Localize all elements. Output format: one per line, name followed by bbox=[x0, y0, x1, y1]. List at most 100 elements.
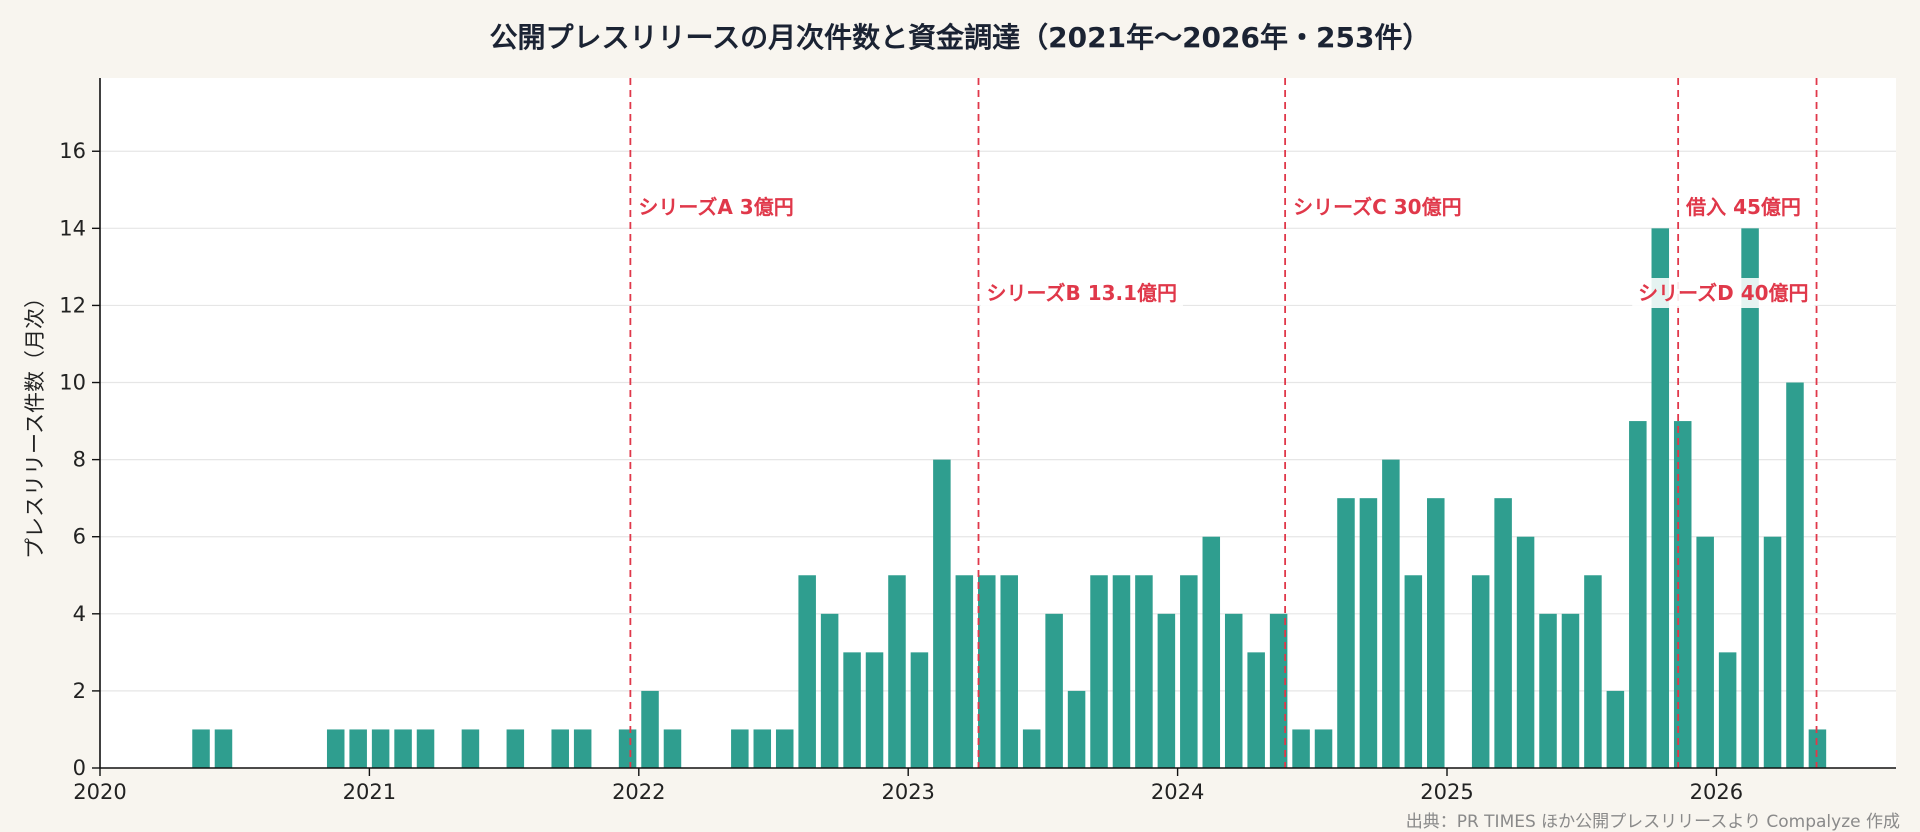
y-tick-label: 14 bbox=[59, 216, 86, 240]
funding-label-text: シリーズC 30億円 bbox=[1293, 195, 1461, 219]
bar bbox=[1539, 613, 1557, 768]
bar bbox=[1314, 729, 1333, 768]
bar bbox=[1067, 690, 1086, 768]
y-tick-label: 6 bbox=[73, 525, 86, 549]
bar bbox=[1718, 652, 1737, 768]
funding-label-text: 借入 45億円 bbox=[1685, 195, 1801, 219]
funding-label-background bbox=[1680, 192, 1807, 222]
bar bbox=[1202, 536, 1221, 768]
bar bbox=[820, 613, 839, 768]
funding-label-background bbox=[980, 278, 1184, 308]
bar bbox=[1337, 498, 1355, 768]
bar bbox=[573, 729, 592, 768]
y-axis-ticks: 0 2 4 6 8 10 12 14 16 bbox=[59, 139, 100, 780]
bar bbox=[1471, 575, 1490, 768]
bar bbox=[1584, 575, 1602, 768]
bar bbox=[641, 690, 659, 768]
funding-label-background bbox=[1632, 278, 1815, 308]
y-tick-label: 8 bbox=[73, 448, 86, 472]
source-note: 出典：PR TIMES ほか公開プレスリリースより Compalyze 作成 bbox=[1406, 812, 1900, 832]
bar bbox=[1135, 575, 1153, 768]
y-tick-label: 0 bbox=[73, 756, 86, 780]
x-axis-ticks: 2020 2021 2022 2023 2024 2025 2026 bbox=[73, 768, 1743, 804]
x-tick-label: 2026 bbox=[1690, 780, 1743, 804]
bar bbox=[1427, 498, 1445, 768]
x-tick-label: 2021 bbox=[343, 780, 396, 804]
bar bbox=[663, 729, 682, 768]
bar bbox=[978, 575, 996, 768]
bar bbox=[192, 729, 210, 768]
bar bbox=[1404, 575, 1423, 768]
bar bbox=[1247, 652, 1265, 768]
bar bbox=[551, 729, 569, 768]
bar bbox=[731, 729, 749, 768]
chart-title: 公開プレスリリースの月次件数と資金調達（2021年〜2026年・253件） bbox=[490, 21, 1431, 54]
bars bbox=[192, 228, 1827, 768]
bar bbox=[1606, 690, 1625, 768]
y-tick-label: 10 bbox=[59, 371, 86, 395]
funding-label-text: シリーズD 40億円 bbox=[1638, 281, 1808, 305]
funding-label-text: シリーズB 13.1億円 bbox=[987, 281, 1178, 305]
bar bbox=[1292, 729, 1310, 768]
bar bbox=[1696, 536, 1714, 768]
bar bbox=[1629, 421, 1647, 768]
y-tick-label: 12 bbox=[59, 293, 86, 317]
annotation-lines bbox=[629, 78, 1818, 768]
funding-label: シリーズB 13.1億円 bbox=[980, 278, 1184, 308]
bar bbox=[349, 729, 367, 768]
x-tick-label: 2022 bbox=[612, 780, 665, 804]
bar bbox=[888, 575, 906, 768]
bar bbox=[1382, 459, 1400, 768]
bar bbox=[1673, 421, 1692, 768]
y-tick-label: 16 bbox=[59, 139, 86, 163]
bar bbox=[214, 729, 233, 768]
bar bbox=[843, 652, 861, 768]
bar bbox=[1090, 575, 1108, 768]
funding-label: 借入 45億円 bbox=[1680, 192, 1807, 222]
x-tick-label: 2020 bbox=[73, 780, 126, 804]
bar bbox=[1022, 729, 1041, 768]
bar bbox=[506, 729, 525, 768]
bar bbox=[1224, 613, 1243, 768]
x-tick-label: 2025 bbox=[1420, 780, 1473, 804]
bar bbox=[1786, 382, 1804, 768]
bar bbox=[1157, 613, 1176, 768]
funding-label-text: シリーズA 3億円 bbox=[638, 195, 793, 219]
bar bbox=[1000, 575, 1018, 768]
y-tick-label: 4 bbox=[73, 602, 86, 626]
bar bbox=[1763, 536, 1782, 768]
x-tick-label: 2023 bbox=[881, 780, 934, 804]
bar bbox=[775, 729, 794, 768]
bar bbox=[1112, 575, 1131, 768]
bar bbox=[371, 729, 390, 768]
bar bbox=[955, 575, 974, 768]
bar bbox=[1808, 729, 1827, 768]
bar bbox=[416, 729, 435, 768]
bar bbox=[326, 729, 345, 768]
y-axis-label: プレスリリース件数（月次） bbox=[23, 287, 47, 559]
bar bbox=[1494, 498, 1512, 768]
plot-area bbox=[100, 78, 1896, 768]
funding-label: シリーズD 40億円 bbox=[1632, 278, 1815, 308]
x-tick-label: 2024 bbox=[1151, 780, 1204, 804]
bar bbox=[933, 459, 951, 768]
bar bbox=[1651, 228, 1670, 768]
bar bbox=[1516, 536, 1535, 768]
funding-label: シリーズC 30億円 bbox=[1287, 192, 1468, 222]
bar bbox=[798, 575, 816, 768]
bar bbox=[1045, 613, 1063, 768]
bar bbox=[618, 729, 637, 768]
funding-label-background bbox=[1287, 192, 1468, 222]
bar bbox=[865, 652, 884, 768]
funding-label-background bbox=[632, 192, 800, 222]
bar bbox=[1741, 228, 1759, 768]
bar bbox=[1561, 613, 1580, 768]
bar bbox=[1180, 575, 1198, 768]
bar bbox=[1269, 613, 1288, 768]
bar bbox=[1359, 498, 1378, 768]
funding-label: シリーズA 3億円 bbox=[632, 192, 800, 222]
bar bbox=[461, 729, 480, 768]
